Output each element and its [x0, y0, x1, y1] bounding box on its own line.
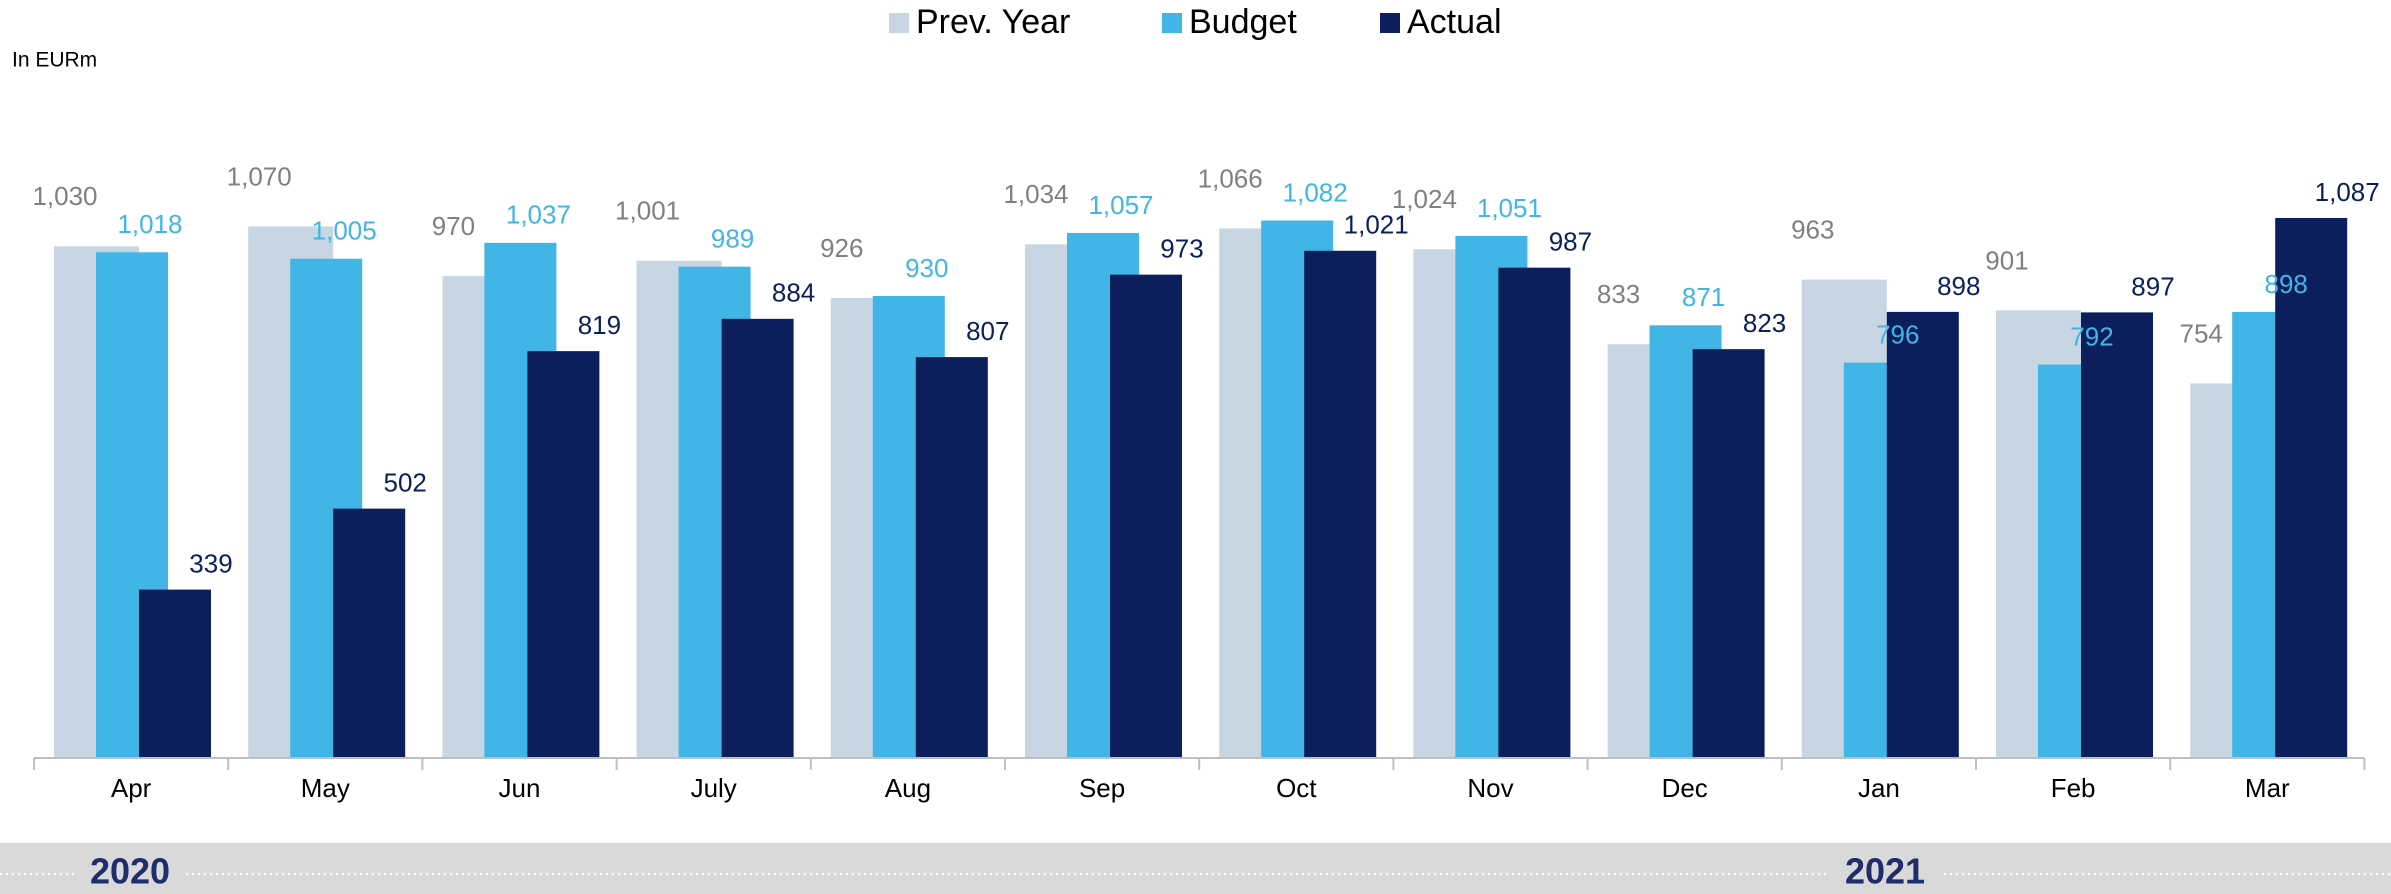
- value-label: 339: [189, 548, 232, 578]
- legend-label: Prev. Year: [916, 3, 1070, 41]
- value-label: 963: [1791, 214, 1834, 244]
- value-label: 987: [1549, 227, 1592, 257]
- value-label: 1,018: [117, 209, 182, 239]
- value-label: 819: [578, 310, 621, 340]
- value-label: 792: [2070, 321, 2113, 351]
- x-tick-label: Aug: [885, 773, 931, 803]
- x-tick-label: May: [301, 773, 350, 803]
- bar: [1498, 267, 1571, 758]
- bar: [527, 351, 600, 758]
- legend-swatch: [1380, 13, 1400, 33]
- period-band: [0, 843, 2391, 894]
- value-label: 833: [1597, 279, 1640, 309]
- x-tick-label: Apr: [111, 773, 152, 803]
- legend-swatch: [889, 13, 909, 33]
- legend-swatch: [1162, 13, 1182, 33]
- value-label: 1,034: [1003, 179, 1068, 209]
- bar: [2081, 312, 2153, 758]
- unit-label: In EURm: [12, 49, 97, 72]
- bar: [1110, 274, 1182, 758]
- value-label: 898: [2265, 269, 2308, 299]
- x-tick-label: Feb: [2051, 773, 2096, 803]
- period-label-bg: [1830, 852, 1940, 892]
- x-tick-label: July: [691, 773, 737, 803]
- bar: [333, 508, 406, 758]
- value-label: 1,082: [1283, 177, 1348, 207]
- bar: [1692, 349, 1765, 758]
- value-label: 901: [1985, 245, 2028, 275]
- bar: [1886, 311, 1959, 758]
- x-tick-label: Jan: [1858, 773, 1900, 803]
- bar: [2275, 218, 2348, 758]
- value-label: 884: [772, 278, 815, 308]
- value-label: 1,024: [1392, 184, 1457, 214]
- value-label: 1,066: [1198, 163, 1263, 193]
- x-tick-label: Nov: [1467, 773, 1513, 803]
- value-label: 926: [820, 233, 863, 263]
- value-label: 898: [1937, 271, 1980, 301]
- bar: [1304, 250, 1377, 759]
- value-label: 1,070: [227, 161, 292, 191]
- bar: [721, 318, 794, 758]
- period-label: 2020: [90, 851, 170, 892]
- value-label: 1,021: [1344, 210, 1409, 240]
- value-label: 1,087: [2315, 177, 2380, 207]
- value-label: 754: [2180, 318, 2223, 348]
- value-label: 1,030: [32, 181, 97, 211]
- bar: [139, 589, 211, 758]
- value-label: 1,001: [615, 196, 680, 226]
- period-label-bg: [75, 852, 185, 892]
- value-label: 823: [1743, 308, 1786, 338]
- period-label: 2021: [1845, 851, 1925, 892]
- value-label: 502: [384, 467, 427, 497]
- value-label: 897: [2131, 271, 2174, 301]
- x-tick-label: Sep: [1079, 773, 1125, 803]
- value-label: 1,005: [312, 216, 377, 246]
- value-label: 973: [1160, 234, 1203, 264]
- value-label: 1,051: [1477, 193, 1542, 223]
- bar: [915, 357, 988, 758]
- x-tick-label: Dec: [1662, 773, 1708, 803]
- value-label: 807: [966, 316, 1009, 346]
- x-tick-label: Mar: [2245, 773, 2290, 803]
- value-label: 1,037: [506, 200, 571, 230]
- value-label: 796: [1876, 319, 1919, 349]
- value-label: 930: [905, 253, 948, 283]
- value-label: 1,057: [1088, 190, 1153, 220]
- x-tick-label: Jun: [499, 773, 541, 803]
- value-label: 970: [432, 211, 475, 241]
- value-label: 989: [711, 224, 754, 254]
- x-tick-label: Oct: [1276, 773, 1317, 803]
- legend-label: Budget: [1189, 3, 1297, 41]
- value-label: 871: [1682, 282, 1725, 312]
- legend-label: Actual: [1407, 3, 1502, 41]
